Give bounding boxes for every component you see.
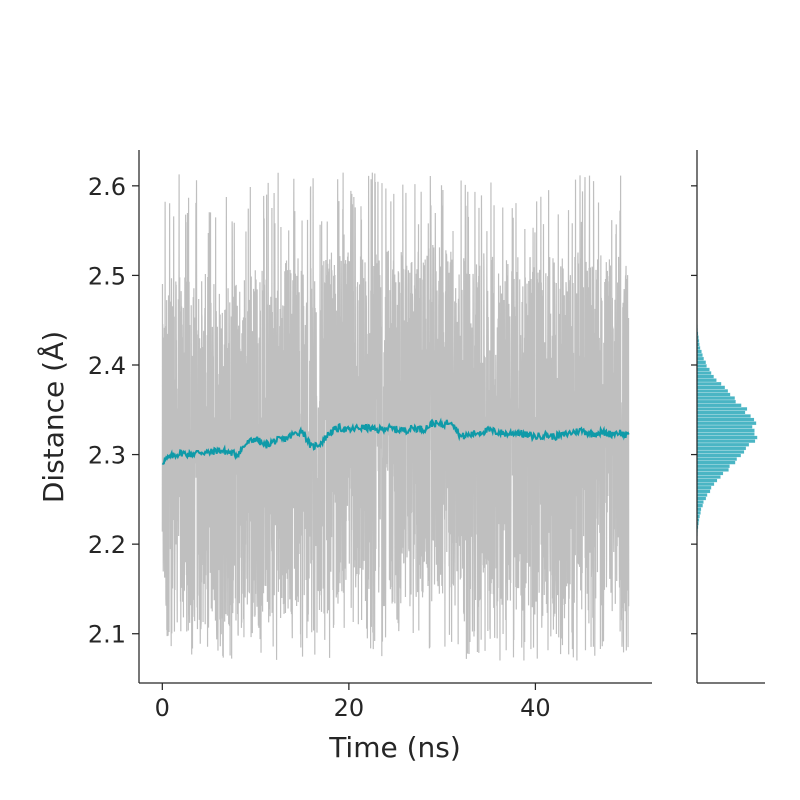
histogram-bar bbox=[696, 392, 731, 397]
y-tick-label: 2.2 bbox=[88, 531, 126, 559]
histogram-bar bbox=[696, 442, 750, 447]
histogram-bar bbox=[696, 453, 742, 458]
x-tick-label: 0 bbox=[155, 694, 170, 722]
histogram-bar bbox=[696, 489, 711, 494]
histogram-bar bbox=[696, 467, 729, 472]
histogram-bar bbox=[696, 482, 715, 487]
y-tick-label: 2.6 bbox=[88, 173, 126, 201]
histogram-bar bbox=[696, 389, 729, 393]
histogram-bar bbox=[696, 403, 742, 408]
histogram-bar bbox=[696, 381, 722, 386]
histogram-bar bbox=[696, 460, 736, 465]
histogram-bar bbox=[696, 421, 757, 426]
histogram-bar bbox=[696, 374, 714, 379]
histogram-bar bbox=[696, 496, 707, 501]
y-axis-ticks: 2.1 2.2 2.3 2.4 2.5 2.6 bbox=[88, 173, 139, 649]
histogram-bar bbox=[696, 367, 710, 372]
raw-distance-line bbox=[161, 172, 630, 661]
histogram-bar bbox=[696, 424, 753, 429]
histogram-bar bbox=[696, 464, 730, 469]
x-axis-ticks: 0 20 40 bbox=[155, 683, 551, 722]
histogram-bar bbox=[696, 360, 707, 365]
x-tick-label: 40 bbox=[520, 694, 551, 722]
histogram-bar bbox=[696, 446, 747, 451]
marginal-histogram-area bbox=[691, 150, 765, 684]
histogram-bar bbox=[696, 439, 756, 444]
y-tick-label: 2.4 bbox=[88, 352, 126, 380]
histogram-bar bbox=[696, 399, 736, 404]
histogram-bar bbox=[696, 353, 703, 358]
histogram-bar bbox=[696, 406, 748, 411]
y-tick-label: 2.5 bbox=[88, 262, 126, 290]
histogram-bar bbox=[696, 349, 702, 354]
x-axis-title: Time (ns) bbox=[328, 731, 461, 764]
running-average-series bbox=[161, 417, 630, 465]
histogram-bar bbox=[696, 385, 726, 390]
y-tick-label: 2.1 bbox=[88, 621, 126, 649]
y-axis-title: Distance (Å) bbox=[36, 331, 70, 503]
histogram-bar bbox=[696, 432, 755, 436]
histogram-bar bbox=[696, 410, 746, 415]
histogram-bar bbox=[696, 475, 721, 479]
histogram-bar bbox=[696, 449, 745, 454]
histogram-bar bbox=[696, 417, 755, 422]
histogram-bar bbox=[696, 485, 712, 490]
raw-distance-series bbox=[161, 172, 630, 661]
histogram-bar bbox=[696, 371, 712, 375]
marginal-histogram bbox=[696, 324, 758, 537]
histogram-bar bbox=[696, 435, 758, 440]
histogram-bar bbox=[696, 396, 736, 401]
marginal-y-ticks bbox=[691, 185, 697, 635]
histogram-bar bbox=[696, 503, 703, 508]
running-average-line bbox=[161, 417, 630, 465]
histogram-bar bbox=[696, 492, 708, 497]
main-plot-area: 0 20 40 2.1 2.2 2.3 2.4 2.5 2.6 Time (ns) Dista… bbox=[36, 150, 652, 764]
histogram-bar bbox=[696, 414, 751, 418]
y-tick-label: 2.3 bbox=[88, 442, 126, 470]
histogram-bar bbox=[696, 363, 707, 368]
histogram-bar bbox=[696, 478, 718, 483]
histogram-bar bbox=[696, 378, 717, 383]
histogram-bar bbox=[696, 457, 738, 461]
histogram-bar bbox=[696, 428, 755, 433]
x-tick-label: 20 bbox=[334, 694, 365, 722]
histogram-bar bbox=[696, 500, 704, 504]
histogram-bar bbox=[696, 356, 705, 361]
histogram-bar bbox=[696, 471, 724, 476]
